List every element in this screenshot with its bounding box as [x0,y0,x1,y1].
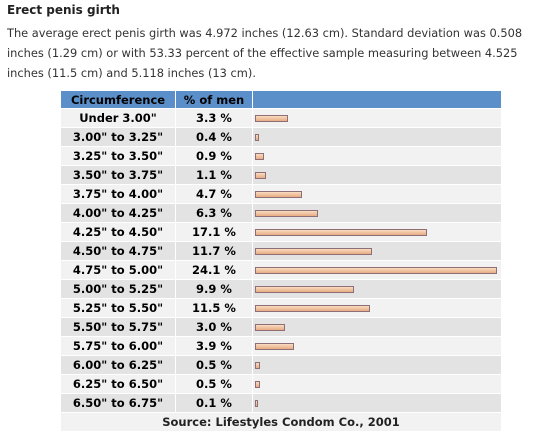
bar-cell [253,336,501,355]
girth-table: Circumference % of men Under 3.00" 3.3 % 3… [61,91,501,431]
bar-cell [253,184,501,203]
table-row: 5.00" to 5.25" 9.9 % [61,279,501,298]
bar-mark [255,190,302,198]
bar-cell [253,165,501,184]
circumference-cell: 6.00" to 6.25" [61,355,176,374]
table-row: 6.00" to 6.25" 0.5 % [61,355,501,374]
table-row: 3.50" to 3.75" 1.1 % [61,165,501,184]
percent-cell: 3.3 % [176,108,253,127]
table-row: 5.75" to 6.00" 3.9 % [61,336,501,355]
bar-cell [253,108,501,127]
column-header-bar [253,91,501,108]
circumference-cell: 6.50" to 6.75" [61,393,176,412]
bar-cell [253,355,501,374]
table-row: 3.25" to 3.50" 0.9 % [61,146,501,165]
bar-mark [255,361,260,369]
percent-cell: 11.7 % [176,241,253,260]
percent-cell: 9.9 % [176,279,253,298]
percent-cell: 0.9 % [176,146,253,165]
bar-cell [253,127,501,146]
source-note: Source: Lifestyles Condom Co., 2001 [61,412,501,431]
bar-mark [255,209,318,217]
table-row: 4.00" to 4.25" 6.3 % [61,203,501,222]
bar-mark [255,399,258,407]
bar-cell [253,374,501,393]
bar-mark [255,342,294,350]
intro-paragraph: The average erect penis girth was 4.972 … [7,26,523,80]
bar-mark [255,171,266,179]
bar-cell [253,393,501,412]
circumference-cell: 5.50" to 5.75" [61,317,176,336]
bar-mark [255,266,497,274]
bar-cell [253,317,501,336]
percent-cell: 0.5 % [176,355,253,374]
bar-mark [255,228,427,236]
circumference-cell: 3.75" to 4.00" [61,184,176,203]
bar-mark [255,285,354,293]
table-row: 3.75" to 4.00" 4.7 % [61,184,501,203]
circumference-cell: 4.25" to 4.50" [61,222,176,241]
bar-cell [253,203,501,222]
bar-cell [253,298,501,317]
circumference-cell: 4.50" to 4.75" [61,241,176,260]
bar-cell [253,222,501,241]
column-header-circumference: Circumference [61,91,176,108]
percent-cell: 24.1 % [176,260,253,279]
table-row: Under 3.00" 3.3 % [61,108,501,127]
percent-cell: 17.1 % [176,222,253,241]
percent-cell: 0.4 % [176,127,253,146]
percent-cell: 0.1 % [176,393,253,412]
bar-cell [253,260,501,279]
bar-cell [253,241,501,260]
bar-cell [253,146,501,165]
percent-cell: 1.1 % [176,165,253,184]
table-header-row: Circumference % of men [61,91,501,108]
percent-cell: 0.5 % [176,374,253,393]
percent-cell: 6.3 % [176,203,253,222]
bar-mark [255,133,259,141]
circumference-cell: 3.00" to 3.25" [61,127,176,146]
circumference-cell: 6.25" to 6.50" [61,374,176,393]
page-title: Erect penis girth [7,3,120,17]
circumference-cell: 3.25" to 3.50" [61,146,176,165]
circumference-cell: 5.00" to 5.25" [61,279,176,298]
table-row: 4.50" to 4.75" 11.7 % [61,241,501,260]
circumference-cell: 4.00" to 4.25" [61,203,176,222]
bar-mark [255,304,370,312]
percent-cell: 3.0 % [176,317,253,336]
circumference-cell: 3.50" to 3.75" [61,165,176,184]
bar-mark [255,114,288,122]
percent-cell: 3.9 % [176,336,253,355]
source-row: Source: Lifestyles Condom Co., 2001 [61,412,501,431]
table-row: 5.50" to 5.75" 3.0 % [61,317,501,336]
bar-mark [255,247,372,255]
table-row: 6.25" to 6.50" 0.5 % [61,374,501,393]
column-header-percent: % of men [176,91,253,108]
circumference-cell: 4.75" to 5.00" [61,260,176,279]
percent-cell: 4.7 % [176,184,253,203]
bar-cell [253,279,501,298]
table-row: 6.50" to 6.75" 0.1 % [61,393,501,412]
bar-mark [255,380,260,388]
circumference-cell: Under 3.00" [61,108,176,127]
table-row: 4.25" to 4.50" 17.1 % [61,222,501,241]
bar-mark [255,323,285,331]
bar-mark [255,152,264,160]
circumference-cell: 5.25" to 5.50" [61,298,176,317]
table-row: 5.25" to 5.50" 11.5 % [61,298,501,317]
table-body: Under 3.00" 3.3 % 3.00" to 3.25" 0.4 % 3.25"… [61,108,501,412]
table-row: 4.75" to 5.00" 24.1 % [61,260,501,279]
circumference-cell: 5.75" to 6.00" [61,336,176,355]
percent-cell: 11.5 % [176,298,253,317]
table-row: 3.00" to 3.25" 0.4 % [61,127,501,146]
